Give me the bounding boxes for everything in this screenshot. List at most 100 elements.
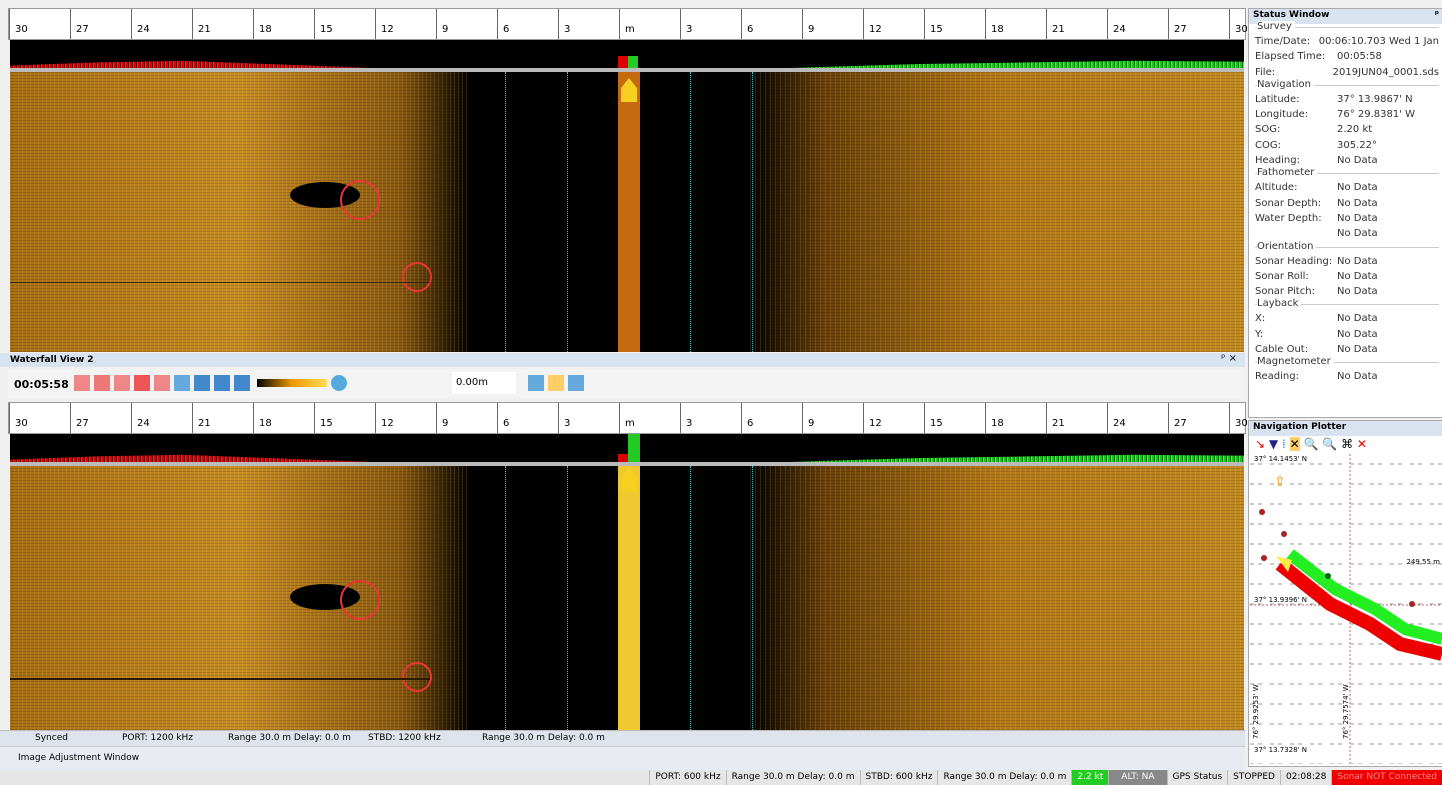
tick: [70, 9, 71, 39]
tool-button[interactable]: ⌘: [1341, 437, 1353, 451]
range-label: 12: [869, 418, 882, 429]
tab[interactable]: Image Adjustment Window: [18, 753, 139, 763]
loop-button[interactable]: [154, 375, 170, 391]
range-label: 3: [564, 24, 570, 35]
tick: [131, 9, 132, 39]
tick: [497, 403, 498, 433]
range-label: 24: [1113, 418, 1126, 429]
tick: [619, 9, 620, 39]
tick: [985, 403, 986, 433]
tool-button[interactable]: ⁞: [1282, 437, 1286, 451]
tick: [741, 9, 742, 39]
tool-button[interactable]: ▼: [1269, 437, 1278, 451]
range-label: 30: [1235, 418, 1248, 429]
row-label: X:: [1255, 313, 1337, 328]
h-button[interactable]: [134, 375, 150, 391]
tab-strip: Image Adjustment Window: [0, 746, 1245, 770]
range-field[interactable]: 0.00m: [452, 372, 516, 394]
row-value: No Data: [1337, 313, 1378, 328]
range-label: 24: [137, 418, 150, 429]
row-value: 00:06:10.703 Wed 1 Jan: [1319, 36, 1439, 51]
rewind-button[interactable]: [74, 375, 90, 391]
row-value: 2019JUN04_0001.sds: [1333, 67, 1439, 82]
lon-label: 76° 29.7574' W: [1342, 684, 1350, 739]
range-label: 18: [991, 418, 1004, 429]
range-label: 24: [137, 24, 150, 35]
elapsed-time: 00:05:58: [14, 378, 69, 391]
tick: [375, 403, 376, 433]
window-title: Status Window: [1253, 10, 1329, 20]
range-label: 15: [320, 24, 333, 35]
range-label: 12: [381, 24, 394, 35]
tool-button[interactable]: 🔍: [1322, 437, 1337, 451]
tool-button[interactable]: [234, 375, 250, 391]
status-section: NavigationLatitude:37° 13.9867' NLongitu…: [1255, 85, 1439, 170]
row-label: Sonar Depth:: [1255, 198, 1337, 213]
play-button[interactable]: [114, 375, 130, 391]
row-value: No Data: [1337, 182, 1378, 197]
row-value: 305.22°: [1337, 140, 1377, 155]
tool-button[interactable]: [214, 375, 230, 391]
status-item: PORT: 600 kHz: [649, 770, 725, 785]
range-label: 15: [930, 24, 943, 35]
range-label: 27: [76, 24, 89, 35]
status-item: 2.2 kt: [1071, 770, 1108, 785]
stop-button[interactable]: [94, 375, 110, 391]
tick: [741, 403, 742, 433]
sonar-image: [10, 466, 1244, 730]
range-label: 3: [686, 418, 692, 429]
tool-button[interactable]: ✕: [1357, 437, 1367, 451]
range-label: 9: [442, 24, 448, 35]
range-label: 18: [259, 24, 272, 35]
row-label: Elapsed Time:: [1255, 51, 1337, 66]
status-row: Reading:No Data: [1255, 371, 1439, 386]
range-label: 27: [1174, 24, 1187, 35]
channel-info: STBD: 1200 kHz: [368, 733, 441, 743]
range-label: 21: [198, 418, 211, 429]
section-name: Layback: [1257, 298, 1301, 309]
status-item: STOPPED: [1227, 770, 1280, 785]
tool-button[interactable]: ↘: [1255, 437, 1265, 451]
tool-button[interactable]: [528, 375, 544, 391]
section-name: Orientation: [1257, 241, 1316, 252]
plot-map: ⇧ 37° 14.1453' N 37° 13.9396' N 37° 13.7…: [1250, 454, 1442, 764]
tool-button[interactable]: [194, 375, 210, 391]
row-value: 00:05:58: [1337, 51, 1382, 66]
tick: [9, 403, 10, 433]
status-row: Time/Date:00:06:10.703 Wed 1 Jan: [1255, 36, 1439, 51]
tool-button[interactable]: [568, 375, 584, 391]
tool-button[interactable]: [174, 375, 190, 391]
row-value: 37° 13.9867' N: [1337, 94, 1413, 109]
tick: [1107, 403, 1108, 433]
zoom-button[interactable]: [331, 375, 347, 391]
tick: [985, 9, 986, 39]
tick: [619, 403, 620, 433]
tick: [924, 403, 925, 433]
status-row: SOG:2.20 kt: [1255, 124, 1439, 139]
row-label: Time/Date:: [1255, 36, 1319, 51]
tick: [680, 9, 681, 39]
tool-button[interactable]: [548, 375, 564, 391]
row-value: No Data: [1337, 286, 1378, 301]
range-label: 21: [1052, 418, 1065, 429]
window-title: Navigation Plotter: [1253, 422, 1346, 432]
range-label: 6: [503, 418, 509, 429]
status-row: Longitude:76° 29.8381' W: [1255, 109, 1439, 124]
tool-button[interactable]: 🔍: [1304, 437, 1319, 451]
section-name: Magnetometer: [1257, 356, 1334, 367]
status-row: X:No Data: [1255, 313, 1439, 328]
range-label: 12: [869, 24, 882, 35]
section-name: Survey: [1257, 21, 1295, 32]
tick: [314, 9, 315, 39]
row-value: No Data: [1337, 198, 1378, 213]
tick: [558, 9, 559, 39]
tool-button[interactable]: ✕: [1290, 437, 1300, 451]
scale-label: 249.55 m: [1406, 558, 1440, 566]
status-item: Range 30.0 m Delay: 0.0 m: [726, 770, 860, 785]
status-item: GPS Status: [1167, 770, 1228, 785]
range-label: 6: [503, 24, 509, 35]
palette-slider[interactable]: [257, 379, 327, 387]
status-row: Water Depth:No Data: [1255, 213, 1439, 228]
